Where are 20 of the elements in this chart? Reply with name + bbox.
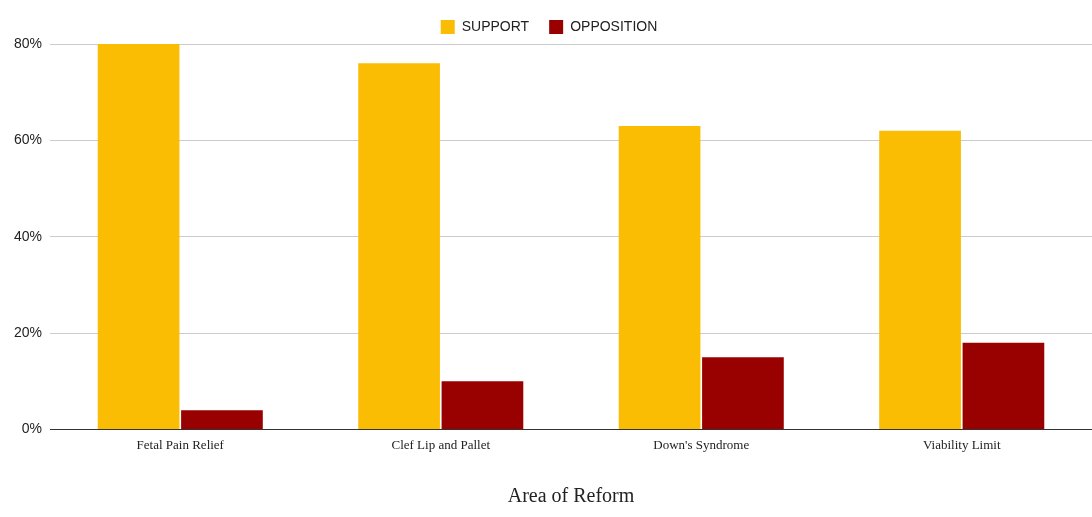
x-tick-label: Down's Syndrome [653,436,750,452]
bar [962,342,1045,429]
x-tick-label: Viability Limit [922,436,1001,452]
legend-label: OPPOSITION [570,17,658,34]
bar [441,381,524,429]
x-axis-title: Area of Reform [507,484,635,507]
bar [97,44,180,429]
y-tick-label: 40% [13,227,43,244]
y-tick-label: 60% [13,131,43,148]
y-tick-label: 0% [21,420,43,437]
legend-label: SUPPORT [461,17,530,34]
bar [879,130,961,429]
bar [358,63,440,429]
y-tick-label: 80% [13,34,43,51]
bar [702,357,784,429]
y-tick-label: 20% [13,323,43,340]
x-tick-label: Fetal Pain Relief [136,436,225,452]
x-tick-label: Clef Lip and Pallet [391,436,491,452]
bar [618,125,701,429]
bar [181,410,263,429]
